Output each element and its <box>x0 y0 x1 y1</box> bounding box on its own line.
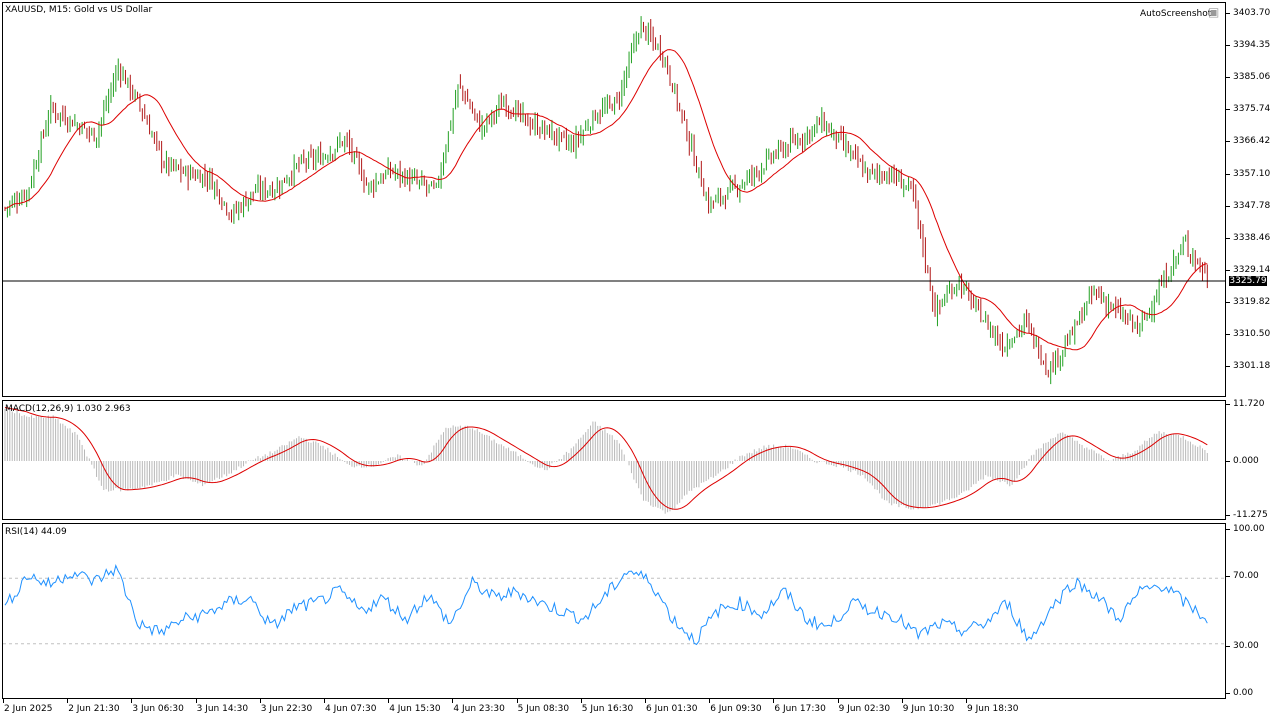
time-axis-label: 4 Jun 15:30 <box>389 704 441 714</box>
time-axis-tick <box>645 699 646 703</box>
time-axis-tick <box>195 699 197 703</box>
time-axis-label: 6 Jun 09:30 <box>710 704 762 714</box>
macd-axis-label: -11.275 <box>1233 510 1268 520</box>
macd-axis-tick <box>1226 461 1230 462</box>
price-axis-tick <box>1226 141 1230 143</box>
rsi-axis-label: 70.00 <box>1233 571 1259 581</box>
macd-histogram <box>4 406 1208 514</box>
price-axis-label: 3319.82 <box>1233 296 1271 307</box>
time-axis-tick <box>388 699 390 703</box>
price-axis-label: 3403.70 <box>1233 8 1271 18</box>
price-axis-tick <box>1226 77 1230 79</box>
price-axis-tick <box>1226 45 1230 47</box>
macd-axis-tick <box>1226 404 1230 405</box>
price-axis-tick <box>1226 109 1230 111</box>
rsi-axis-tick <box>1226 576 1230 577</box>
moving-average-line <box>4 49 1208 351</box>
time-axis-label: 6 Jun 01:30 <box>646 704 698 714</box>
time-axis-label: 6 Jun 17:30 <box>774 704 826 714</box>
time-axis-tick <box>709 699 711 703</box>
macd-title: MACD(12,26,9) 1.030 2.963 <box>5 404 131 414</box>
price-axis-tick <box>1226 173 1230 175</box>
rsi-axis-tick <box>1226 693 1230 694</box>
time-axis-tick <box>259 699 261 703</box>
time-axis-tick <box>131 699 133 703</box>
rsi-axis-label: 30.00 <box>1233 641 1259 651</box>
macd-axis-tick <box>1226 515 1230 516</box>
price-axis-tick <box>1226 237 1230 239</box>
price-axis-tick <box>1226 334 1230 335</box>
price-axis-tick <box>1226 13 1230 14</box>
time-axis-label: 2 Jun 21:30 <box>68 704 120 714</box>
time-axis-label: 5 Jun 16:30 <box>581 704 634 714</box>
time-axis-tick <box>901 699 903 703</box>
time-axis-label: 2 Jun 2025 <box>4 704 53 714</box>
time-axis-tick <box>580 699 582 703</box>
time-axis-label: 3 Jun 14:30 <box>196 704 249 714</box>
price-axis-label: 3357.10 <box>1233 168 1271 179</box>
price-axis-label: 3329.14 <box>1233 264 1271 275</box>
time-axis-tick <box>516 699 518 703</box>
current-price-tag: 3325.79 <box>1229 276 1267 286</box>
rsi-axis-label: 100.00 <box>1233 524 1265 534</box>
price-axis-label: 3394.35 <box>1233 40 1271 51</box>
time-axis-label: 4 Jun 07:30 <box>325 704 377 714</box>
time-axis-tick <box>3 699 4 703</box>
price-axis-tick <box>1226 366 1230 368</box>
macd-signal-line <box>4 407 1208 510</box>
rsi-axis-tick <box>1226 529 1230 530</box>
rsi-title: RSI(14) 44.09 <box>5 527 67 537</box>
time-axis-label: 5 Jun 08:30 <box>517 704 570 714</box>
price-axis-label: 3366.42 <box>1233 136 1271 147</box>
price-axis-tick <box>1226 301 1230 303</box>
time-axis-label: 9 Jun 02:30 <box>838 704 891 714</box>
price-axis-label: 3338.46 <box>1233 232 1271 243</box>
time-axis-tick <box>67 699 69 703</box>
autoscreenshot-watermark: AutoScreenshot <box>1140 9 1212 19</box>
price-pane[interactable] <box>2 2 1226 397</box>
rsi-axis-tick <box>1226 646 1230 647</box>
rsi-axis-label: 0.00 <box>1233 688 1254 698</box>
time-axis-tick <box>452 699 454 703</box>
price-axis-label: 3385.06 <box>1233 72 1271 83</box>
time-axis-tick <box>966 699 967 703</box>
price-axis-label: 3301.18 <box>1233 361 1271 372</box>
price-axis-label: 3347.78 <box>1233 200 1271 211</box>
camera-icon: ▣ <box>1208 5 1220 19</box>
time-axis-tick <box>773 699 775 703</box>
time-axis-label: 3 Jun 22:30 <box>260 704 313 714</box>
time-axis-label: 4 Jun 23:30 <box>453 704 505 714</box>
symbol-title: XAUUSD, M15: Gold vs US Dollar <box>5 5 153 15</box>
rsi-line <box>4 564 1208 646</box>
price-axis-tick <box>1226 205 1230 207</box>
time-axis-tick <box>324 699 325 703</box>
macd-axis-label: 0.000 <box>1233 456 1259 466</box>
rsi-pane[interactable] <box>2 523 1226 699</box>
price-axis-label: 3375.74 <box>1233 104 1271 115</box>
price-axis-label: 3310.50 <box>1233 329 1271 339</box>
price-axis-tick <box>1226 269 1230 271</box>
time-axis-label: 9 Jun 10:30 <box>902 704 955 714</box>
time-axis-tick <box>837 699 839 703</box>
time-axis-label: 9 Jun 18:30 <box>967 704 1019 714</box>
macd-pane[interactable] <box>2 400 1226 520</box>
time-axis-label: 3 Jun 06:30 <box>132 704 184 714</box>
candles-group <box>4 16 1208 385</box>
macd-axis-label: 11.720 <box>1233 399 1265 409</box>
